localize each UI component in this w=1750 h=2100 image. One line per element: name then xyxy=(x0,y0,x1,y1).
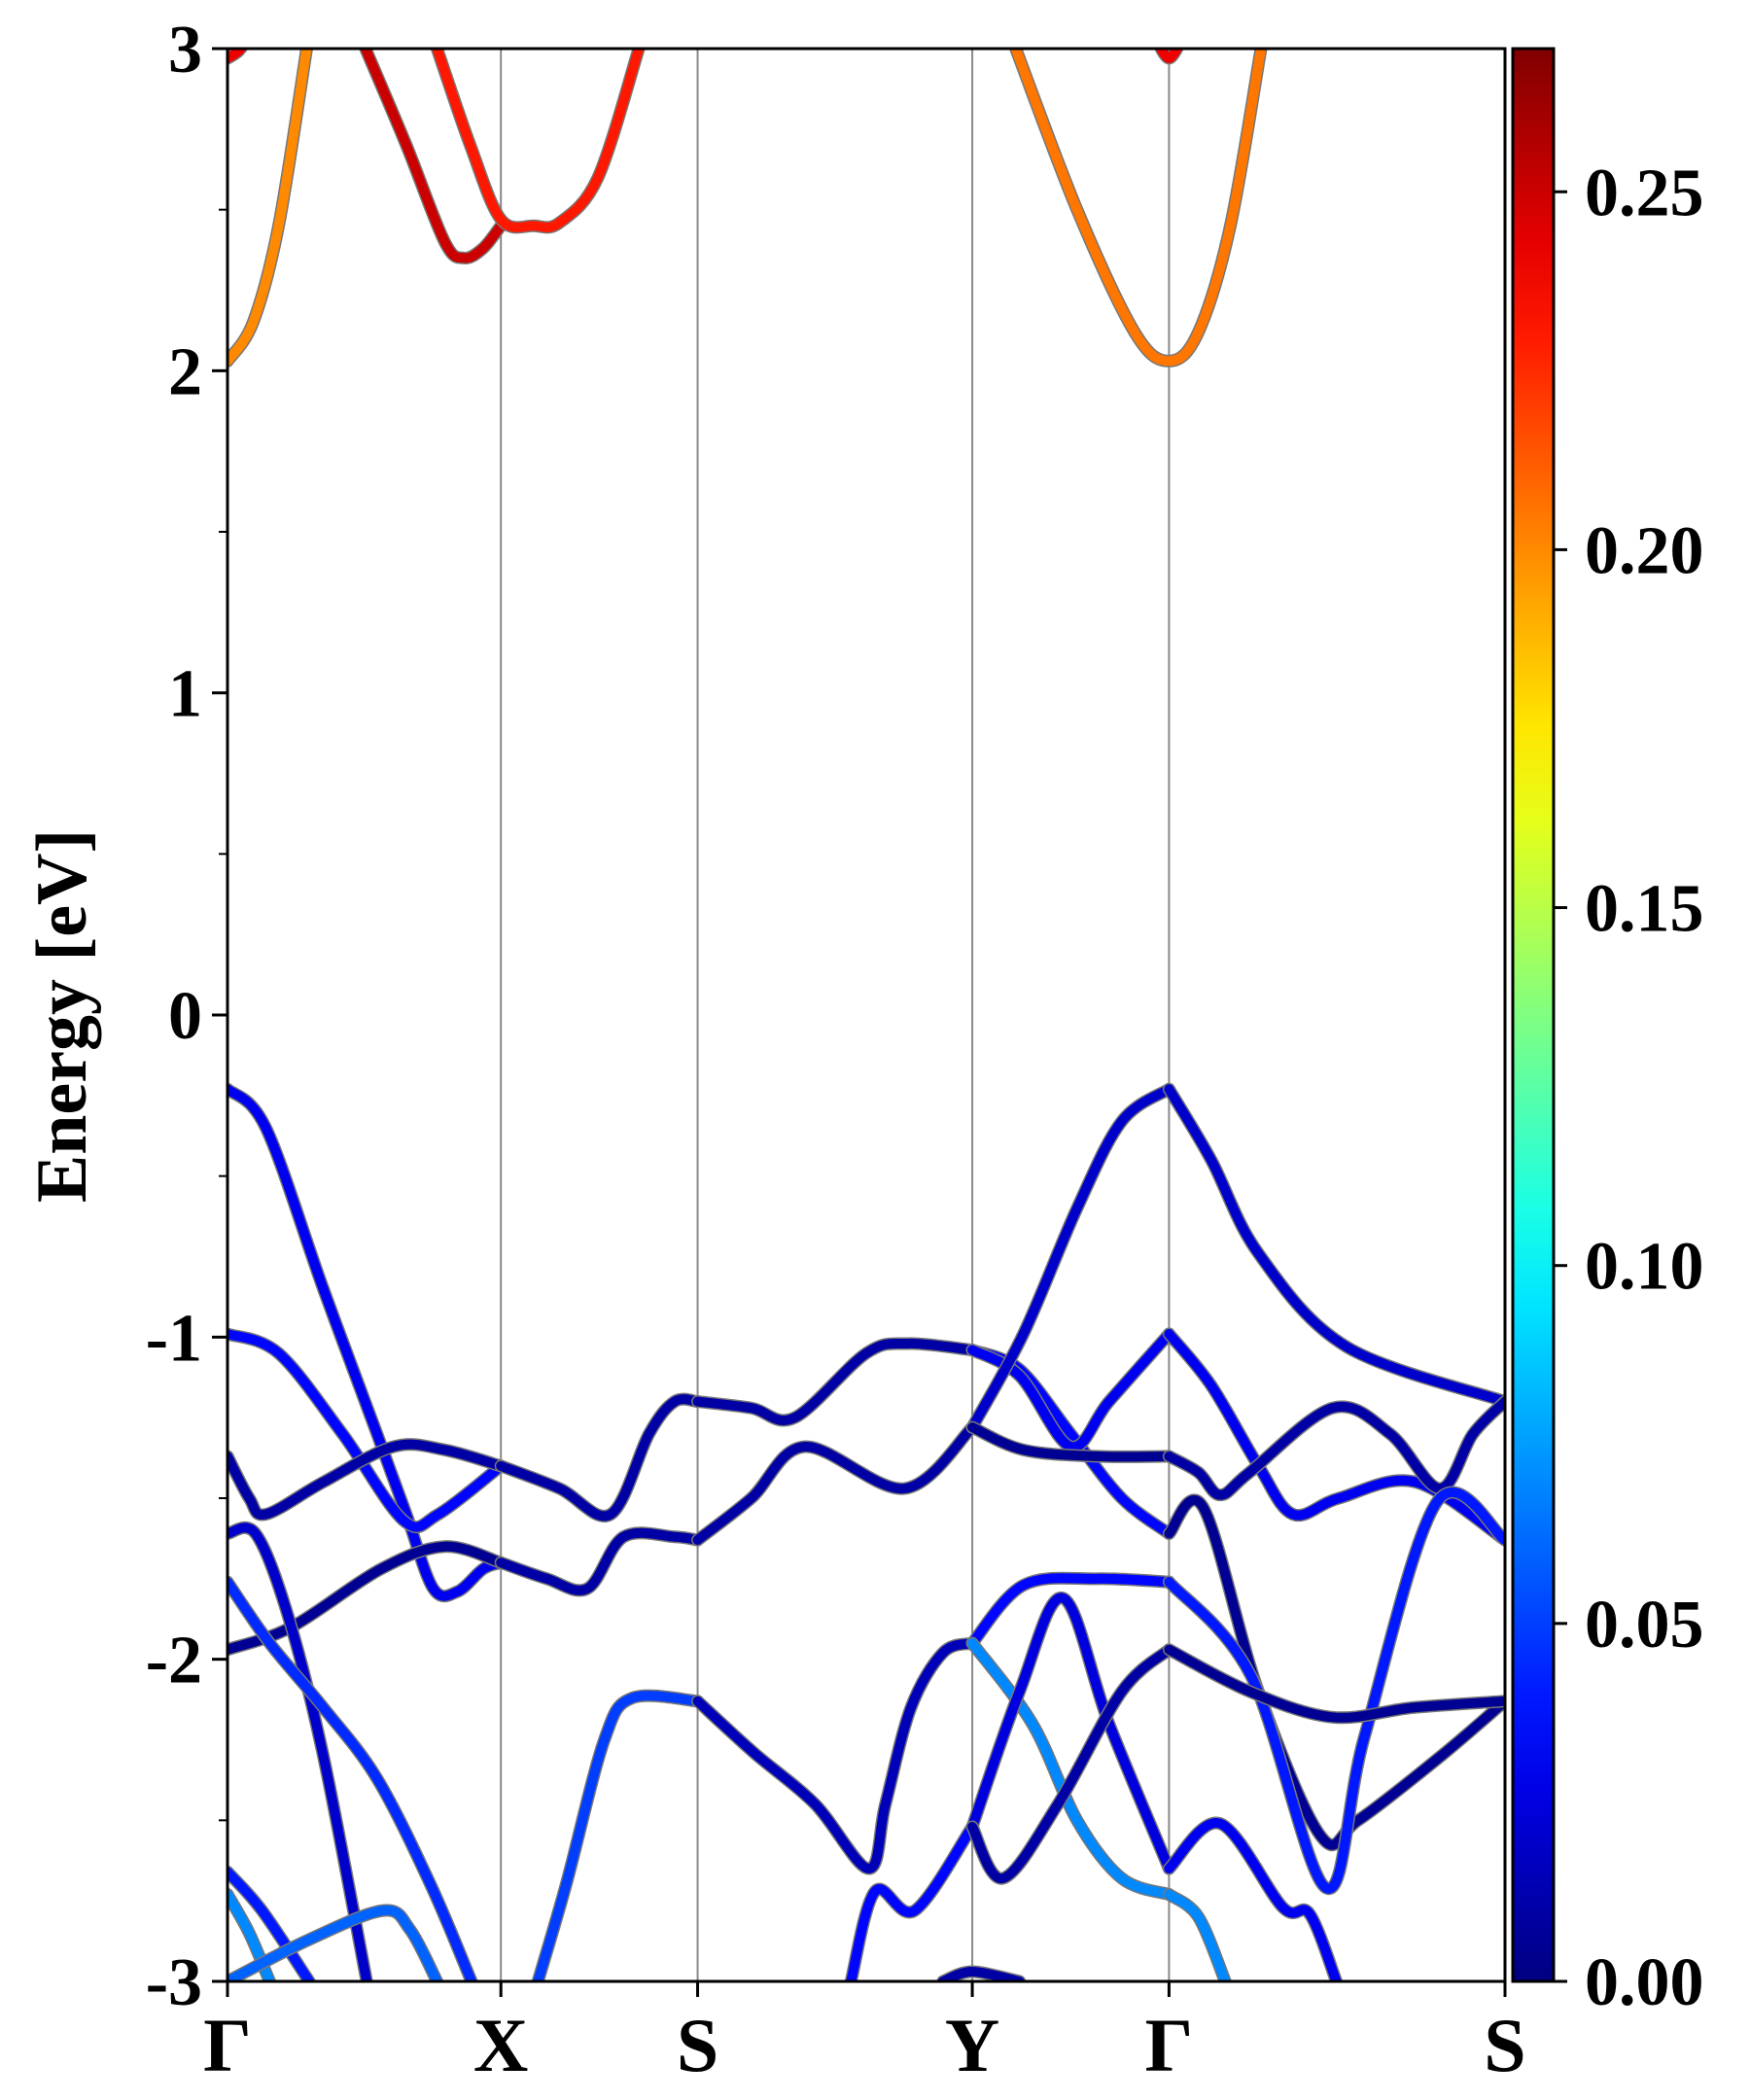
y-tick-label: 0 xyxy=(168,979,202,1054)
band-line xyxy=(1164,1818,1342,1981)
band-line xyxy=(967,1422,1174,1462)
band-outline xyxy=(1162,1327,1505,1547)
band-line xyxy=(1164,1644,1505,1723)
band-line xyxy=(967,1644,1174,1883)
band-line xyxy=(692,1422,978,1546)
colorbar-tick-label: 0.10 xyxy=(1585,1230,1704,1305)
colorbar-tick-label: 0.00 xyxy=(1585,1945,1704,2020)
y-axis: -3 -2 -1 0 1 2 3 xyxy=(146,13,228,2020)
x-tick-label: Γ xyxy=(203,2003,252,2087)
x-tick-label: S xyxy=(677,2003,718,2087)
y-tick-label: -2 xyxy=(146,1624,202,1698)
y-tick-label: -1 xyxy=(146,1301,202,1376)
colorbar-tick-label: 0.25 xyxy=(1585,156,1704,230)
band-line xyxy=(967,1592,1174,1874)
band-outline xyxy=(494,1392,705,1522)
colorbar xyxy=(1511,47,1556,1983)
kpoint-gridlines xyxy=(500,49,1171,1981)
band-line xyxy=(937,1967,1025,1981)
bands xyxy=(228,49,1505,1981)
band-line xyxy=(228,1522,372,1981)
y-tick-label: -3 xyxy=(146,1945,202,2020)
band-line xyxy=(1164,1889,1231,1981)
band-line xyxy=(496,1527,703,1595)
band-line xyxy=(496,1394,703,1522)
y-axis-label: Energy [eV] xyxy=(22,829,102,1203)
colorbar-tick-label: 0.15 xyxy=(1585,872,1704,947)
band-line xyxy=(846,1821,978,1981)
band-outline xyxy=(1009,49,1268,368)
band-line xyxy=(1164,1494,1505,1850)
band-outline xyxy=(691,1420,979,1547)
band-line xyxy=(432,49,645,232)
x-tick-label: Y xyxy=(945,2003,999,2087)
x-tick-label: X xyxy=(473,2003,528,2087)
band-line xyxy=(228,49,312,367)
band-line xyxy=(967,1084,1174,1433)
band-line xyxy=(228,1889,275,1981)
band-line xyxy=(967,1573,1174,1649)
band-line xyxy=(228,49,247,63)
y-tick-label: 1 xyxy=(168,657,202,732)
colorbar-tick-label: 0.05 xyxy=(1585,1588,1704,1662)
band-line xyxy=(228,1084,507,1601)
band-line xyxy=(228,1329,507,1532)
band-line xyxy=(1010,49,1267,367)
band-outline xyxy=(531,1689,705,1981)
colorbar-tick-label: 0.20 xyxy=(1585,513,1704,588)
band-line xyxy=(1164,1396,1505,1500)
band-line xyxy=(1164,1329,1505,1546)
band-line xyxy=(360,49,507,263)
colorbar-axis: 0.00 0.05 0.10 0.15 0.20 0.25 xyxy=(1554,156,1704,2020)
band-line xyxy=(692,1638,978,1874)
band-line xyxy=(228,1905,442,1981)
band-line xyxy=(228,1577,476,1981)
y-tick-label: 3 xyxy=(168,13,202,88)
band-line xyxy=(1164,1488,1505,1894)
band-line xyxy=(692,1338,978,1425)
band-line xyxy=(533,1691,703,1981)
band-line xyxy=(228,1439,507,1521)
band-line xyxy=(228,1867,315,1981)
x-tick-label: S xyxy=(1484,2003,1525,2087)
band-outline xyxy=(1162,1082,1505,1409)
y-tick-label: 2 xyxy=(168,334,202,409)
band-line xyxy=(967,1638,1174,1900)
plot-frame xyxy=(226,47,1507,1983)
x-tick-label: Γ xyxy=(1145,2003,1194,2087)
band-line xyxy=(1155,49,1183,63)
band-line xyxy=(1164,1084,1505,1407)
